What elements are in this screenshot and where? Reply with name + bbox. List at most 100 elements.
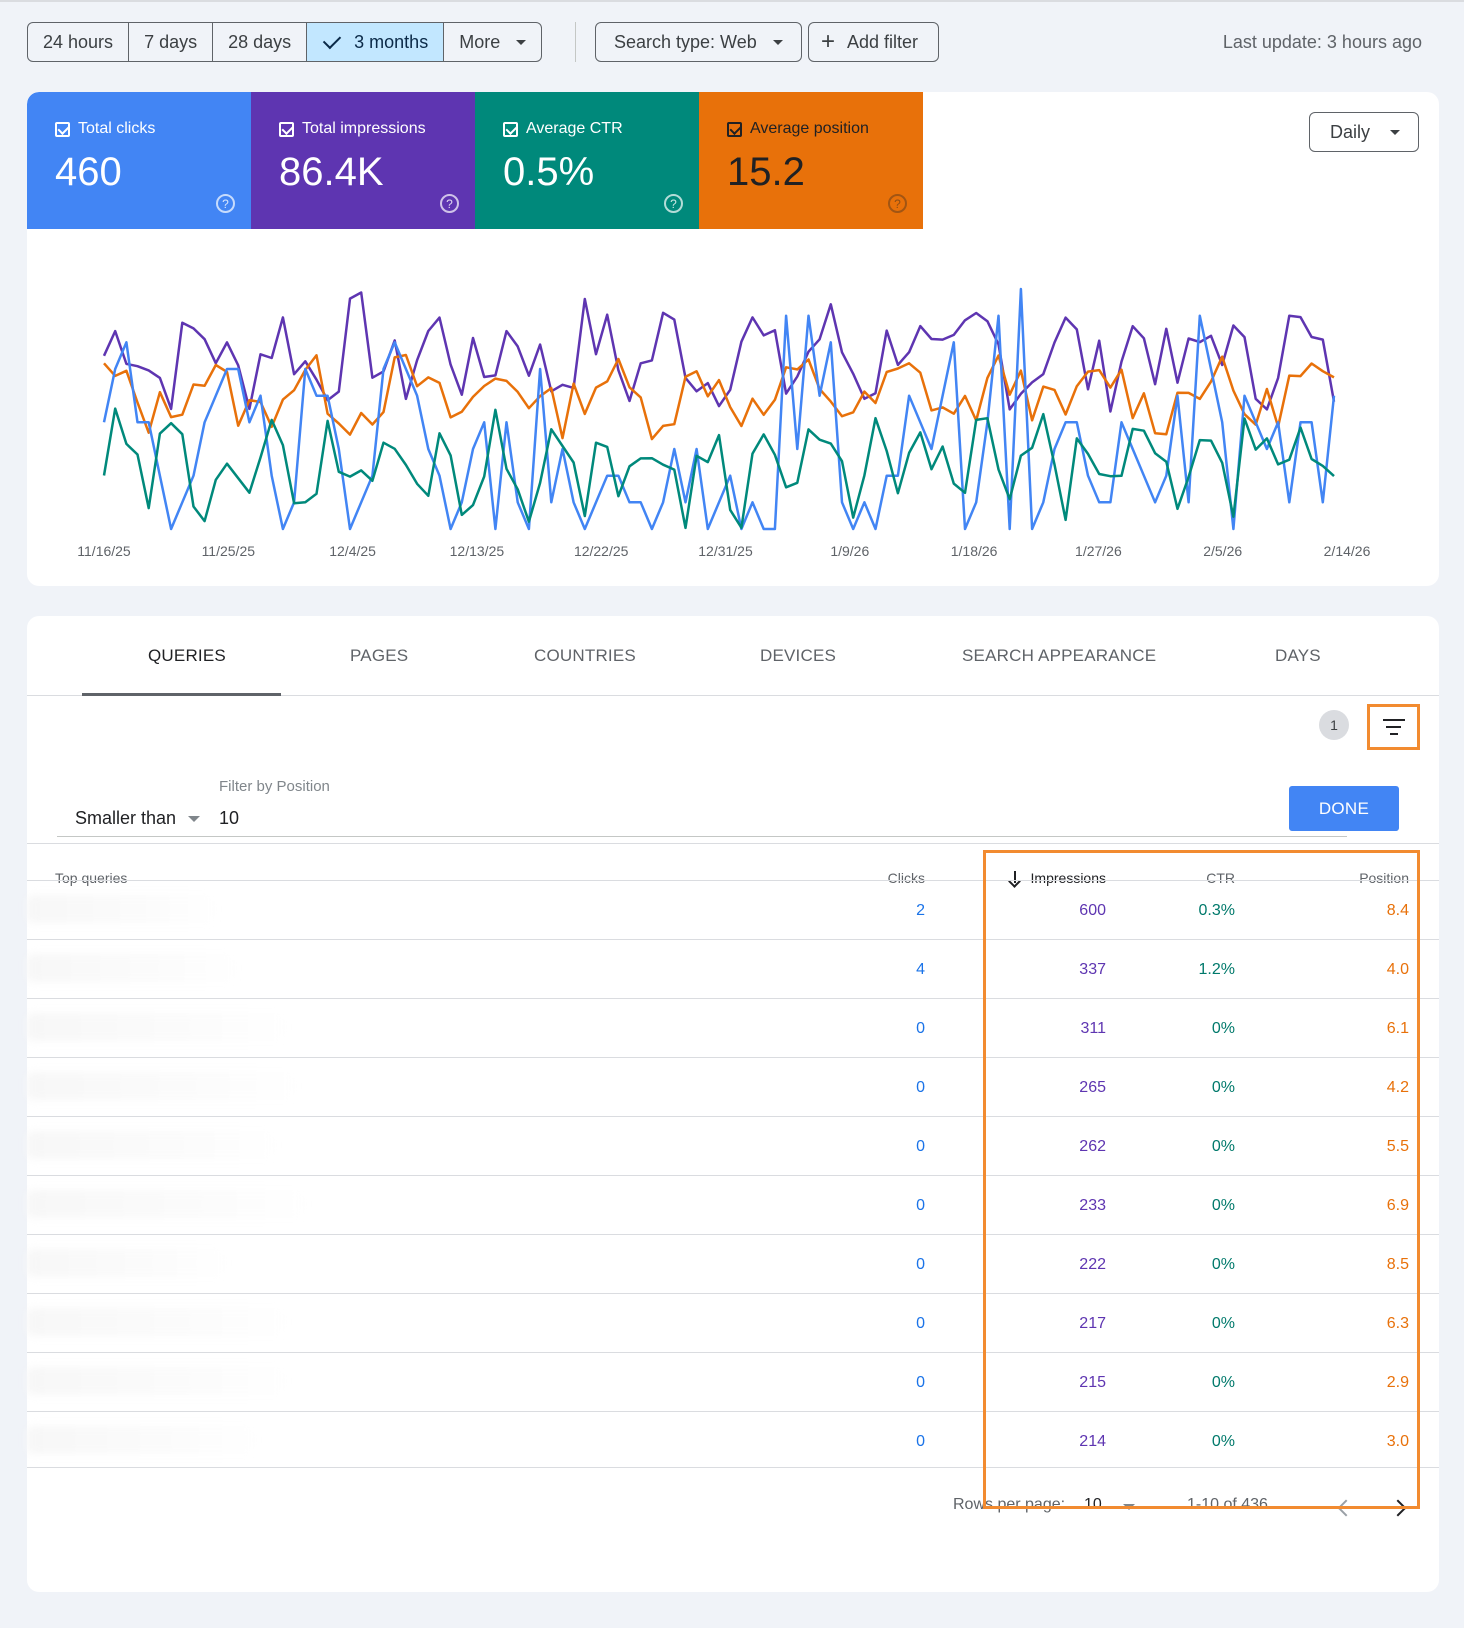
table-row[interactable]: 0 262 0% 5.5	[27, 1116, 1439, 1175]
column-header-clicks[interactable]: Clicks	[887, 870, 925, 886]
position-cell: 4.2	[1386, 1079, 1409, 1096]
metric-average-position[interactable]: Average position 15.2 ?	[699, 92, 923, 229]
clicks-cell: 4	[916, 961, 925, 978]
impressions-cell: 217	[1079, 1315, 1106, 1332]
tab-countries[interactable]: COUNTRIES	[534, 646, 636, 665]
impressions-cell: 233	[1079, 1197, 1106, 1214]
range-3-months[interactable]: 3 months	[307, 23, 445, 61]
range-24-hours[interactable]: 24 hours	[28, 23, 130, 61]
clicks-cell: 0	[916, 1079, 925, 1096]
plus-icon: +	[821, 28, 836, 55]
checkbox-checked-icon	[727, 121, 742, 137]
position-cell: 2.9	[1386, 1374, 1409, 1391]
table-row[interactable]: 0 222 0% 8.5	[27, 1234, 1439, 1293]
table-row[interactable]: 2 600 0.3% 8.4	[27, 880, 1439, 939]
next-page-icon[interactable]	[1389, 1496, 1413, 1520]
table-row[interactable]: 0 215 0% 2.9	[27, 1352, 1439, 1411]
column-header-impressions[interactable]: Impressions	[1009, 870, 1106, 886]
x-tick-label: 2/14/26	[1324, 543, 1371, 559]
dropdown-arrow-icon	[516, 39, 527, 45]
ctr-cell: 0%	[1211, 1020, 1235, 1037]
series-line-ctr	[102, 407, 1335, 530]
filter-line	[1382, 719, 1405, 721]
granularity-dropdown[interactable]: Daily	[1309, 112, 1419, 152]
table-row[interactable]: 0 311 0% 6.1	[27, 998, 1439, 1057]
range-more-dropdown[interactable]: More	[444, 23, 541, 61]
x-tick-label: 2/5/26	[1203, 543, 1242, 559]
done-button[interactable]: DONE	[1289, 786, 1399, 831]
header-divider	[27, 843, 1439, 844]
performance-chart-card: Total clicks 460 ? Total impressions 86.…	[27, 92, 1439, 586]
help-icon[interactable]: ?	[440, 194, 459, 213]
tab-pages[interactable]: PAGES	[350, 646, 409, 665]
tab-devices[interactable]: DEVICES	[760, 646, 837, 665]
metric-label: Average position	[750, 120, 869, 137]
column-header-ctr[interactable]: CTR	[1206, 870, 1235, 886]
impressions-cell: 215	[1079, 1374, 1106, 1391]
add-filter-button[interactable]: + Add filter	[808, 22, 940, 62]
filter-rows-icon[interactable]	[1367, 704, 1420, 750]
series-line-position	[103, 353, 1335, 441]
x-tick-label: 12/4/25	[329, 543, 376, 559]
tab-search-appearance[interactable]: SEARCH APPEARANCE	[962, 646, 1157, 665]
ctr-cell: 0%	[1211, 1079, 1235, 1096]
clicks-cell: 0	[916, 1433, 925, 1450]
table-row[interactable]: 0 233 0% 6.9	[27, 1175, 1439, 1234]
table-row[interactable]: 0 214 0% 3.0	[27, 1411, 1439, 1470]
redacted-query	[27, 895, 217, 923]
date-toolbar: 24 hours 7 days 28 days 3 months More Se…	[27, 22, 1447, 62]
previous-page-icon[interactable]	[1332, 1496, 1356, 1520]
filter-value-input[interactable]: 10	[219, 808, 240, 828]
help-icon[interactable]: ?	[888, 194, 907, 213]
queries-table-card: QUERIES PAGES COUNTRIES DEVICES SEARCH A…	[27, 616, 1439, 1592]
rows-per-page-label: Rows per page:	[953, 1496, 1066, 1513]
column-header-top-queries[interactable]: Top queries	[55, 870, 128, 886]
checkbox-checked-icon	[279, 121, 294, 137]
clicks-cell: 0	[916, 1138, 925, 1155]
metric-value: 460	[55, 150, 122, 194]
ctr-cell: 1.2%	[1198, 961, 1235, 978]
checkbox-checked-icon	[503, 121, 518, 137]
column-header-position[interactable]: Position	[1359, 870, 1409, 886]
series-line-impressions	[102, 291, 1336, 413]
metric-value: 86.4K	[279, 150, 384, 194]
rows-per-page-select[interactable]: 10	[1084, 1496, 1102, 1513]
tab-queries[interactable]: QUERIES	[148, 646, 226, 665]
performance-line-chart[interactable]: 11/16/25 11/25/25 12/4/25 12/13/25 12/22/25 1…	[27, 229, 1439, 586]
dropdown-arrow-icon	[1390, 129, 1401, 135]
help-icon[interactable]: ?	[664, 194, 683, 213]
metric-average-ctr[interactable]: Average CTR 0.5% ?	[475, 92, 699, 229]
ctr-cell: 0%	[1211, 1374, 1235, 1391]
table-row[interactable]: 0 265 0% 4.2	[27, 1057, 1439, 1116]
toolbar-divider	[575, 22, 576, 62]
filter-operator-dropdown[interactable]: Smaller than	[75, 808, 201, 829]
position-cell: 8.4	[1386, 902, 1409, 919]
dropdown-arrow-icon	[188, 815, 201, 822]
ctr-cell: 0%	[1211, 1256, 1235, 1273]
range-label: 7 days	[144, 31, 198, 52]
filter-line	[1389, 733, 1398, 735]
metric-label: Total impressions	[302, 120, 426, 137]
position-cell: 6.3	[1386, 1315, 1409, 1332]
impressions-cell: 600	[1079, 902, 1106, 919]
table-row[interactable]: 4 337 1.2% 4.0	[27, 939, 1439, 998]
range-7-days[interactable]: 7 days	[129, 23, 214, 61]
metric-total-impressions[interactable]: Total impressions 86.4K ?	[251, 92, 475, 229]
search-type-dropdown[interactable]: Search type: Web	[595, 22, 802, 62]
help-icon[interactable]: ?	[216, 194, 235, 213]
redacted-query	[27, 1249, 227, 1277]
redacted-query	[27, 954, 237, 982]
x-tick-label: 1/9/26	[830, 543, 869, 559]
clicks-cell: 0	[916, 1374, 925, 1391]
tab-days[interactable]: DAYS	[1275, 646, 1321, 665]
dropdown-arrow-icon[interactable]	[1123, 1504, 1135, 1510]
range-28-days[interactable]: 28 days	[213, 23, 308, 61]
range-label: 28 days	[228, 31, 292, 52]
table-row[interactable]: 0 217 0% 6.3	[27, 1293, 1439, 1352]
ctr-cell: 0%	[1211, 1433, 1235, 1450]
clicks-cell: 0	[916, 1315, 925, 1332]
position-cell: 8.5	[1386, 1256, 1409, 1273]
metric-label: Total clicks	[78, 120, 156, 137]
position-cell: 5.5	[1386, 1138, 1409, 1155]
metric-total-clicks[interactable]: Total clicks 460 ?	[27, 92, 251, 229]
